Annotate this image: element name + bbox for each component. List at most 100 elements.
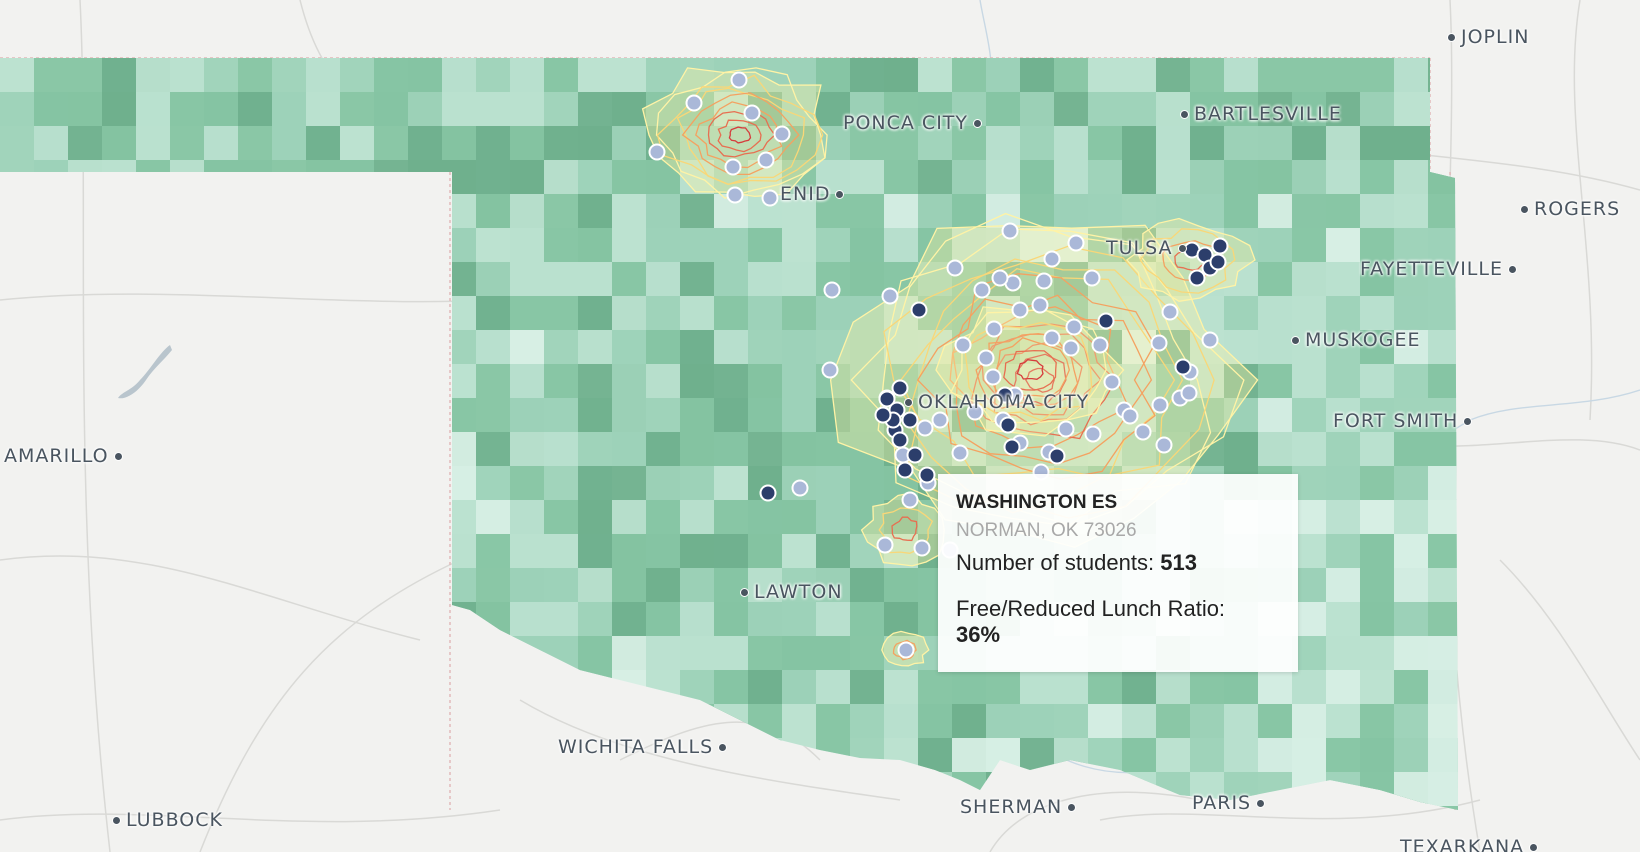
school-marker[interactable] xyxy=(984,368,1002,386)
city-label-wichita-falls: WICHITA FALLS xyxy=(558,736,728,758)
city-dot xyxy=(1177,243,1187,253)
school-marker[interactable] xyxy=(1062,339,1080,357)
city-dot xyxy=(112,815,121,825)
school-marker[interactable] xyxy=(1001,222,1019,240)
school-marker[interactable] xyxy=(757,151,775,169)
school-marker[interactable] xyxy=(901,491,919,509)
tooltip-students-value: 513 xyxy=(1160,550,1197,575)
school-marker[interactable] xyxy=(910,301,928,319)
school-marker[interactable] xyxy=(985,320,1003,338)
city-name: LAWTON xyxy=(754,581,843,603)
school-marker[interactable] xyxy=(761,189,779,207)
school-marker[interactable] xyxy=(977,349,995,367)
school-marker[interactable] xyxy=(891,431,909,449)
school-marker[interactable] xyxy=(759,484,777,502)
school-marker[interactable] xyxy=(918,466,936,484)
city-label-ponca-city: PONCA CITY xyxy=(843,112,983,134)
school-marker[interactable] xyxy=(743,104,761,122)
school-marker[interactable] xyxy=(1057,420,1075,438)
school-marker[interactable] xyxy=(821,361,839,379)
city-label-muskogee: MUSKOGEE xyxy=(1291,329,1420,351)
tooltip-lunch-value: 36% xyxy=(956,622,1001,647)
school-marker[interactable] xyxy=(1067,234,1085,252)
school-marker[interactable] xyxy=(999,416,1017,434)
city-dot xyxy=(1256,798,1266,808)
school-marker[interactable] xyxy=(1211,237,1229,255)
school-marker[interactable] xyxy=(1151,396,1169,414)
tooltip-students-label: Number of students: xyxy=(956,550,1155,575)
school-marker[interactable] xyxy=(791,479,809,497)
school-marker[interactable] xyxy=(991,269,1009,287)
school-marker[interactable] xyxy=(913,539,931,557)
school-marker[interactable] xyxy=(1031,296,1049,314)
city-label-paris: PARIS xyxy=(1192,792,1266,814)
school-marker[interactable] xyxy=(966,403,984,421)
school-marker[interactable] xyxy=(1103,373,1121,391)
school-marker[interactable] xyxy=(1043,250,1061,268)
school-marker[interactable] xyxy=(874,406,892,424)
school-marker[interactable] xyxy=(897,641,915,659)
school-marker[interactable] xyxy=(931,411,949,429)
school-marker[interactable] xyxy=(1048,447,1066,465)
city-label-joplin: JOPLIN xyxy=(1447,26,1529,48)
city-label-oklahoma-city: OKLAHOMA CITY xyxy=(904,391,1089,413)
school-marker[interactable] xyxy=(1161,303,1179,321)
school-marker[interactable] xyxy=(1097,312,1115,330)
school-marker[interactable] xyxy=(1209,253,1227,271)
school-marker[interactable] xyxy=(1121,407,1139,425)
school-marker[interactable] xyxy=(648,143,666,161)
city-dot xyxy=(835,189,845,199)
school-marker[interactable] xyxy=(730,71,748,89)
school-marker[interactable] xyxy=(1035,272,1053,290)
school-marker[interactable] xyxy=(1174,358,1192,376)
school-marker[interactable] xyxy=(876,536,894,554)
school-marker[interactable] xyxy=(1201,331,1219,349)
city-dot xyxy=(1529,842,1539,852)
city-label-sherman: SHERMAN xyxy=(960,796,1077,818)
city-name: SHERMAN xyxy=(960,796,1063,818)
school-marker[interactable] xyxy=(881,287,899,305)
school-marker[interactable] xyxy=(823,281,841,299)
city-name: OKLAHOMA CITY xyxy=(918,391,1090,413)
school-marker[interactable] xyxy=(954,336,972,354)
school-marker[interactable] xyxy=(1083,269,1101,287)
school-marker[interactable] xyxy=(1084,425,1102,443)
school-marker[interactable] xyxy=(1134,423,1152,441)
school-marker[interactable] xyxy=(685,94,703,112)
school-marker[interactable] xyxy=(1011,301,1029,319)
city-name: ENID xyxy=(780,183,831,205)
school-marker[interactable] xyxy=(1188,269,1206,287)
school-marker[interactable] xyxy=(1150,334,1168,352)
city-name: MUSKOGEE xyxy=(1305,329,1421,351)
school-marker[interactable] xyxy=(1155,436,1173,454)
school-marker[interactable] xyxy=(1065,318,1083,336)
city-name: FAYETTEVILLE xyxy=(1360,258,1503,280)
city-name: PARIS xyxy=(1192,792,1252,814)
school-marker[interactable] xyxy=(1043,329,1061,347)
school-marker[interactable] xyxy=(996,386,1014,404)
school-marker[interactable] xyxy=(973,281,991,299)
city-label-bartlesville: BARTLESVILLE xyxy=(1180,103,1342,125)
city-label-rogers: ROGERS xyxy=(1520,198,1620,220)
school-marker[interactable] xyxy=(1091,336,1109,354)
city-name: BARTLESVILLE xyxy=(1194,103,1342,125)
school-marker[interactable] xyxy=(891,379,909,397)
school-marker[interactable] xyxy=(901,411,919,429)
city-dot xyxy=(904,397,913,407)
city-dot xyxy=(113,451,123,461)
city-name: LUBBOCK xyxy=(126,809,223,831)
school-marker[interactable] xyxy=(878,390,896,408)
school-marker[interactable] xyxy=(773,125,791,143)
school-marker[interactable] xyxy=(906,446,924,464)
school-marker[interactable] xyxy=(951,444,969,462)
school-marker[interactable] xyxy=(726,186,744,204)
school-marker[interactable] xyxy=(916,419,934,437)
school-marker[interactable] xyxy=(1180,384,1198,402)
school-marker[interactable] xyxy=(946,259,964,277)
city-name: TULSA xyxy=(1106,237,1173,259)
school-marker[interactable] xyxy=(896,461,914,479)
school-marker[interactable] xyxy=(1003,438,1021,456)
school-marker[interactable] xyxy=(724,158,742,176)
tooltip-school-name: WASHINGTON ES xyxy=(956,492,1118,513)
